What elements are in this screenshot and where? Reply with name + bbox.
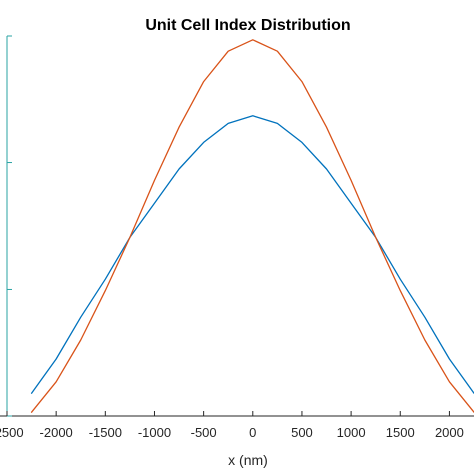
x-tick-label: -1500 <box>89 425 122 440</box>
x-tick-label: 500 <box>291 425 313 440</box>
x-tick-label: 1000 <box>337 425 366 440</box>
x-tick-label: -500 <box>191 425 217 440</box>
series-line-1 <box>30 115 474 394</box>
x-axis-label: x (nm) <box>228 452 268 468</box>
x-tick-label: -1000 <box>138 425 171 440</box>
x-tick-label: -2500 <box>0 425 24 440</box>
x-tick-label: 2000 <box>435 425 464 440</box>
x-tick-group: -2500 -2000 -1500 -1000 -500 0 500 1000 1500 2000 <box>0 411 464 440</box>
x-tick-label: 0 <box>249 425 256 440</box>
series-group <box>30 39 474 413</box>
chart-title: Unit Cell Index Distribution <box>145 17 350 34</box>
x-tick-label: -2000 <box>40 425 73 440</box>
x-tick-label: 1500 <box>386 425 415 440</box>
series-line-2 <box>30 39 474 413</box>
plot-axes <box>0 35 474 417</box>
